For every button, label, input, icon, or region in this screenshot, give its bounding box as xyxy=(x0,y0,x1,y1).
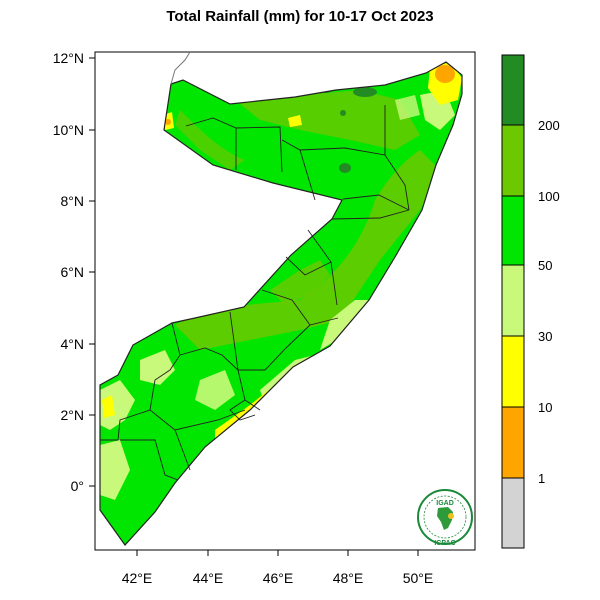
sun-icon xyxy=(448,513,454,519)
rain-zone-moderate xyxy=(235,90,420,150)
legend-swatch xyxy=(502,125,524,196)
rain-zone-very-low xyxy=(435,65,455,83)
legend-colorbar xyxy=(501,54,525,549)
rain-zone-heavy xyxy=(353,87,377,97)
lon-tick-label: 50°E xyxy=(403,570,434,586)
rain-zone-light xyxy=(140,350,175,385)
legend-label: 50 xyxy=(538,258,552,273)
axis-ticks xyxy=(89,57,419,556)
lat-tick-label: 8°N xyxy=(61,193,85,209)
legend-label: 100 xyxy=(538,189,560,204)
legend-swatch xyxy=(502,407,524,478)
legend-label: 1 xyxy=(538,471,545,486)
rain-zone-very-low xyxy=(165,119,171,125)
region-boundaries xyxy=(100,105,410,481)
legend-swatch xyxy=(502,196,524,265)
logo-top-text: IGAD xyxy=(436,500,454,507)
rain-zone-low xyxy=(288,115,302,127)
legend-label: 30 xyxy=(538,329,552,344)
rain-zone-moderate xyxy=(175,150,440,350)
legend-swatch xyxy=(502,336,524,407)
africa-map-icon xyxy=(437,507,453,530)
rain-zone-light xyxy=(100,440,130,500)
rain-zone-light xyxy=(395,95,420,120)
lon-tick-label: 48°E xyxy=(333,570,364,586)
lon-tick-label: 44°E xyxy=(193,570,224,586)
legend-label: 10 xyxy=(538,400,552,415)
lat-tick-label: 6°N xyxy=(61,264,85,280)
country-outline xyxy=(99,61,463,546)
lat-tick-label: 2°N xyxy=(61,407,85,423)
rain-zone-heavy xyxy=(340,110,346,116)
rain-zone-low xyxy=(102,395,115,418)
logo-bottom-text: ICPAC xyxy=(434,540,455,547)
lat-tick-label: 10°N xyxy=(53,122,84,138)
legend-swatch xyxy=(502,478,524,548)
lat-tick-label: 4°N xyxy=(61,336,85,352)
rain-zone-light xyxy=(320,300,370,350)
legend-swatch xyxy=(502,265,524,336)
legend-swatch xyxy=(502,55,524,125)
lon-tick-label: 42°E xyxy=(122,570,153,586)
border-line xyxy=(170,51,191,85)
rain-zone-heavy xyxy=(339,163,351,173)
lat-tick-label: 0° xyxy=(71,478,84,494)
lat-tick-label: 12°N xyxy=(53,50,84,66)
rain-zone-light xyxy=(195,370,235,410)
map-title: Total Rainfall (mm) for 10-17 Oct 2023 xyxy=(166,8,434,25)
rain-zone-moderate xyxy=(270,260,330,305)
igad-icpac-logo: IGAD ICPAC xyxy=(417,489,473,547)
lon-tick-label: 46°E xyxy=(263,570,294,586)
legend-label: 200 xyxy=(538,118,560,133)
rain-zone-moderate xyxy=(175,110,245,170)
